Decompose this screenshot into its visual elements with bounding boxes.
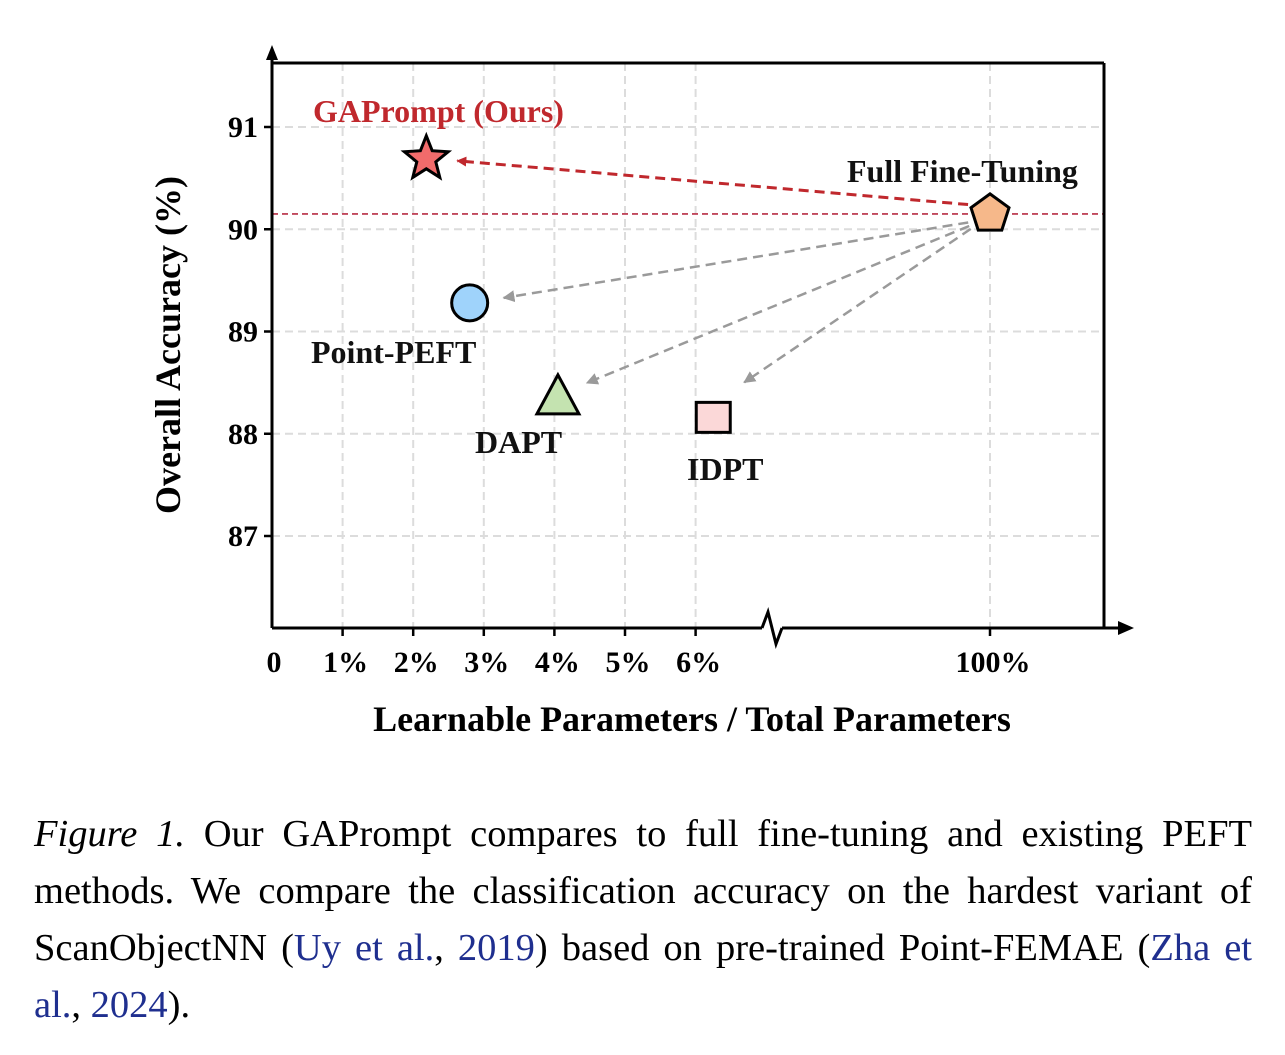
y-axis-title: Overall Accuracy (%) bbox=[148, 176, 188, 514]
label-gaprompt-ours: GAPrompt (Ours) bbox=[313, 93, 564, 129]
marker-idpt bbox=[694, 400, 732, 434]
point-labels: GAPrompt (Ours) Full Fine-Tuning Point-PEF… bbox=[311, 93, 1078, 487]
x-tick-label: 100% bbox=[956, 646, 1031, 679]
citation-uy-year[interactable]: 2019 bbox=[457, 927, 535, 969]
data-markers bbox=[400, 131, 1011, 434]
marker-dapt bbox=[534, 371, 582, 416]
citation-uy-authors[interactable]: Uy et al. bbox=[293, 927, 435, 969]
scatter-chart: 87 88 89 90 91 0 1% 2% 3% 4% 5% 6% 100% GAPrompt (Ou… bbox=[148, 45, 1134, 739]
label-point-peft: Point-PEFT bbox=[311, 334, 476, 370]
x-axis-title: Learnable Parameters / Total Parameters bbox=[373, 699, 1011, 739]
caption-text-1: Our GAPrompt compares to full fine-tunin… bbox=[34, 813, 1253, 969]
x-tick-label: 6% bbox=[676, 646, 721, 679]
label-idpt: IDPT bbox=[687, 451, 763, 487]
y-tick-label: 89 bbox=[228, 316, 258, 349]
y-tick-label: 88 bbox=[228, 418, 258, 451]
x-tick-label: 4% bbox=[535, 646, 580, 679]
comparison-arrows bbox=[456, 156, 985, 385]
citation-zha-year[interactable]: 2024 bbox=[90, 984, 168, 1026]
arrow-to-dapt bbox=[585, 218, 985, 385]
caption-sep-2: , bbox=[71, 984, 91, 1026]
caption-text-3: ). bbox=[167, 984, 191, 1026]
figure-caption: Figure 1. Our GAPrompt compares to full … bbox=[34, 806, 1252, 1034]
x-tick-label: 5% bbox=[606, 646, 651, 679]
axis-ticks: 87 88 89 90 91 0 1% 2% 3% 4% 5% 6% 100% bbox=[228, 111, 1031, 679]
caption-text-2: ) based on pre-trained Point-FEMAE ( bbox=[534, 927, 1151, 969]
marker-full-fine-tuning bbox=[969, 192, 1011, 232]
arrow-to-gaprompt-ours bbox=[456, 156, 985, 208]
label-full-fine-tuning: Full Fine-Tuning bbox=[847, 153, 1078, 189]
x-tick-label: 1% bbox=[323, 646, 368, 679]
figure-label: Figure 1. bbox=[34, 813, 185, 855]
marker-gaprompt-ours bbox=[400, 131, 453, 181]
arrow-to-idpt bbox=[743, 218, 985, 384]
caption-sep-1: , bbox=[434, 927, 458, 969]
x-tick-label: 2% bbox=[394, 646, 439, 679]
marker-point-peft bbox=[450, 283, 490, 323]
y-tick-label: 87 bbox=[228, 520, 258, 553]
grid-lines bbox=[272, 63, 1104, 628]
x-tick-label: 3% bbox=[464, 646, 509, 679]
y-tick-label: 91 bbox=[228, 111, 258, 144]
label-dapt: DAPT bbox=[475, 424, 562, 460]
x-tick-label: 0 bbox=[267, 646, 282, 679]
axes-frame bbox=[266, 45, 1134, 650]
arrow-to-point-peft bbox=[502, 218, 985, 303]
y-tick-label: 90 bbox=[228, 213, 258, 246]
citation-zha-authors[interactable]: Zha et al. bbox=[34, 927, 1252, 1026]
